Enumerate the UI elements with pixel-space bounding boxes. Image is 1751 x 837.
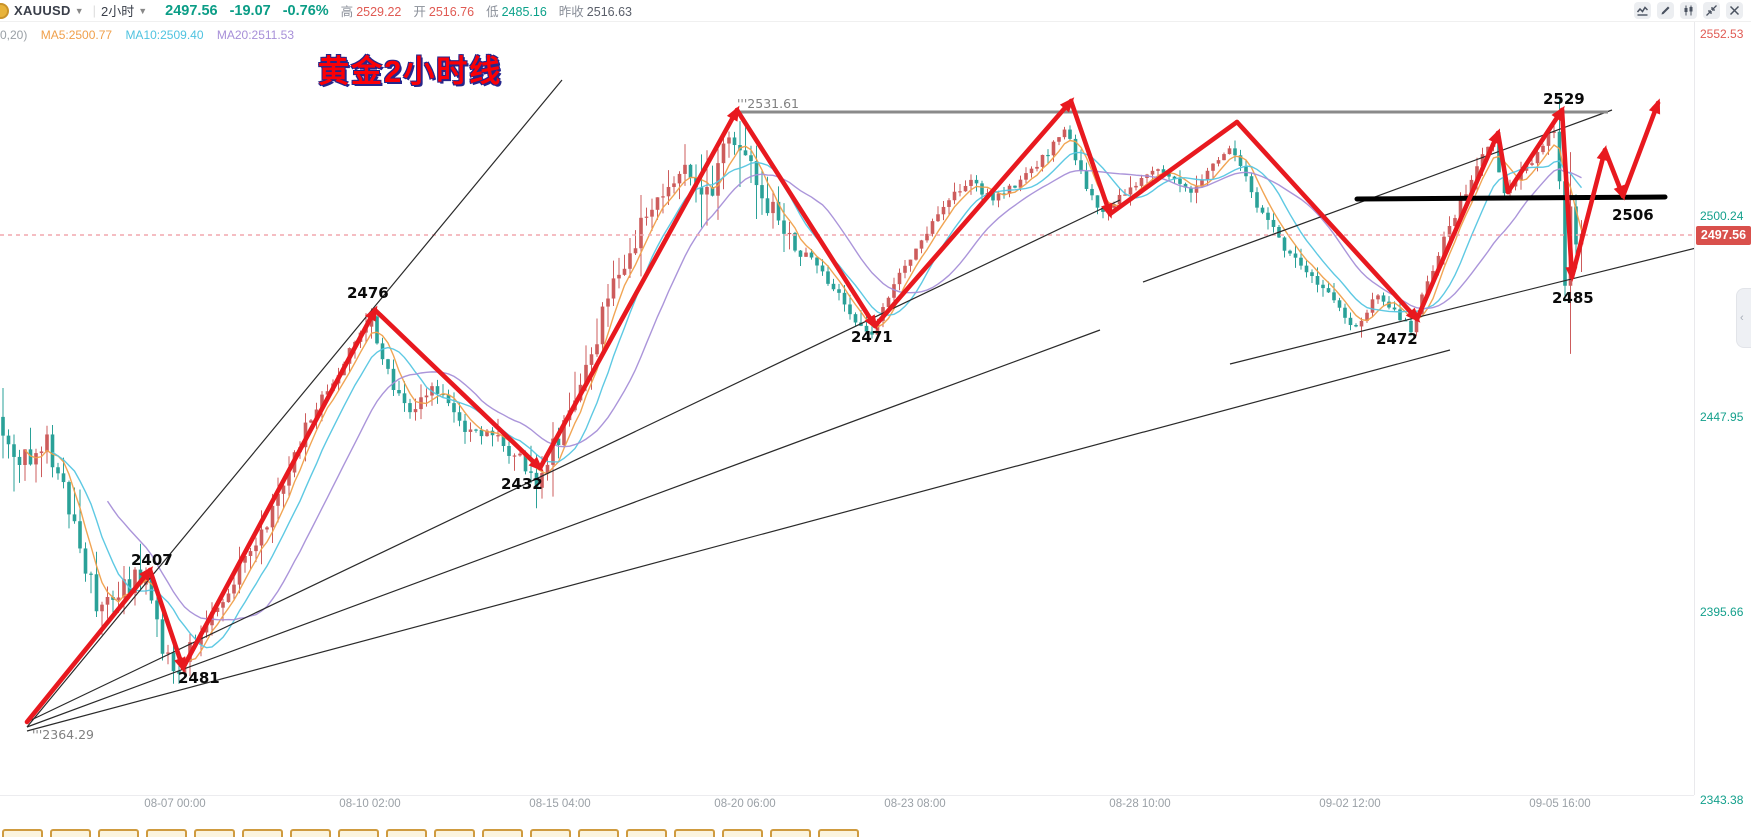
ma5-value: MA5:2500.77 <box>40 28 113 42</box>
quick-button-4[interactable] <box>194 829 235 837</box>
swing-label-2529: 2529 <box>1543 90 1585 108</box>
quick-button-15[interactable] <box>722 829 763 837</box>
swing-label-2531.61: '''2531.61 <box>737 96 799 111</box>
time-tick: 08-07 00:00 <box>144 798 206 810</box>
quick-button-0[interactable] <box>2 829 43 837</box>
time-tick: 08-23 08:00 <box>884 798 946 810</box>
prev-close-label: 昨收 2516.63 <box>558 5 632 19</box>
time-tick: 09-05 16:00 <box>1529 798 1591 810</box>
quick-button-10[interactable] <box>482 829 523 837</box>
quick-button-7[interactable] <box>338 829 379 837</box>
header-bar: XAUUSD ▼ | 2小时 ▼ 2497.56 -19.07 -0.76% 高… <box>0 0 1751 22</box>
swing-label-2472: 2472 <box>1376 330 1418 348</box>
quick-button-1[interactable] <box>50 829 91 837</box>
swing-label-2364.29: '''2364.29 <box>32 727 94 742</box>
swing-label-2485: 2485 <box>1552 289 1594 307</box>
low-value: 2485.16 <box>501 5 547 19</box>
price-tick-2500.24: 2500.24 <box>1700 209 1744 223</box>
candle-style-icon[interactable] <box>1680 2 1697 19</box>
sidebar-collapse-tab[interactable]: ‹ <box>1736 288 1751 348</box>
ma10-value: MA10:2509.40 <box>125 28 204 42</box>
swing-label-2506: 2506 <box>1612 206 1654 224</box>
low-label: 低 2485.16 <box>486 5 547 19</box>
quick-button-13[interactable] <box>626 829 667 837</box>
price-tick-2395.66: 2395.66 <box>1700 605 1744 619</box>
quick-button-9[interactable] <box>434 829 475 837</box>
open-label: 开 2516.76 <box>413 5 475 19</box>
quick-button-12[interactable] <box>578 829 619 837</box>
time-tick: 08-20 06:00 <box>714 798 776 810</box>
chevron-left-icon: ‹ <box>1740 312 1744 324</box>
symbol-name[interactable]: XAUUSD <box>14 3 71 18</box>
prev-close-value: 2516.63 <box>586 5 632 19</box>
quick-button-14[interactable] <box>674 829 715 837</box>
price-tick-2343.38: 2343.38 <box>1700 793 1744 807</box>
price-tick-2552.53: 2552.53 <box>1700 27 1744 41</box>
swing-label-2471: 2471 <box>851 328 893 346</box>
header-divider: | <box>92 3 97 18</box>
quick-button-16[interactable] <box>770 829 811 837</box>
quick-button-17[interactable] <box>818 829 859 837</box>
time-tick: 08-15 04:00 <box>529 798 591 810</box>
current-price-badge: 2497.56 <box>1696 226 1751 245</box>
timeframe-dropdown-caret[interactable]: ▼ <box>138 5 148 16</box>
open-value: 2516.76 <box>428 5 475 19</box>
price-change: -19.07 <box>229 2 271 19</box>
high-label: 高 2529.22 <box>340 5 402 19</box>
price-change-pct: -0.76% <box>282 2 329 19</box>
swing-label-2432: 2432 <box>501 475 543 493</box>
gold-coin-icon <box>0 3 9 19</box>
quick-button-5[interactable] <box>242 829 283 837</box>
indicator-icon[interactable] <box>1634 2 1651 19</box>
chart-title: 黄金2小时线 <box>318 54 503 89</box>
draw-pencil-icon[interactable] <box>1657 2 1674 19</box>
indicator-values-row: 0,20) MA5:2500.77 MA10:2509.40 MA20:2511… <box>0 28 304 42</box>
ma20-value: MA20:2511.53 <box>216 28 295 42</box>
close-icon[interactable] <box>1726 2 1743 19</box>
collapse-icon[interactable] <box>1703 2 1720 19</box>
quick-button-3[interactable] <box>146 829 187 837</box>
quick-button-6[interactable] <box>290 829 331 837</box>
swing-label-2481: 2481 <box>178 669 220 687</box>
symbol-dropdown-caret[interactable]: ▼ <box>74 5 84 16</box>
bottom-button-row <box>0 829 1751 837</box>
price-tick-2447.95: 2447.95 <box>1700 410 1744 424</box>
time-tick: 09-02 12:00 <box>1319 798 1381 810</box>
boll-params-partial: 0,20) <box>0 28 28 42</box>
swing-label-2407: 2407 <box>131 551 173 569</box>
high-value: 2529.22 <box>356 5 402 19</box>
swing-label-2476: 2476 <box>347 284 389 302</box>
time-axis-border <box>0 795 1694 796</box>
timeframe-selector[interactable]: 2小时 <box>101 4 135 19</box>
quick-button-8[interactable] <box>386 829 427 837</box>
time-tick: 08-28 10:00 <box>1109 798 1171 810</box>
price-axis-border <box>1694 22 1695 795</box>
quick-button-2[interactable] <box>98 829 139 837</box>
toolbar <box>1634 2 1743 19</box>
last-price: 2497.56 <box>165 2 218 19</box>
time-tick: 08-10 02:00 <box>339 798 401 810</box>
quick-button-11[interactable] <box>530 829 571 837</box>
